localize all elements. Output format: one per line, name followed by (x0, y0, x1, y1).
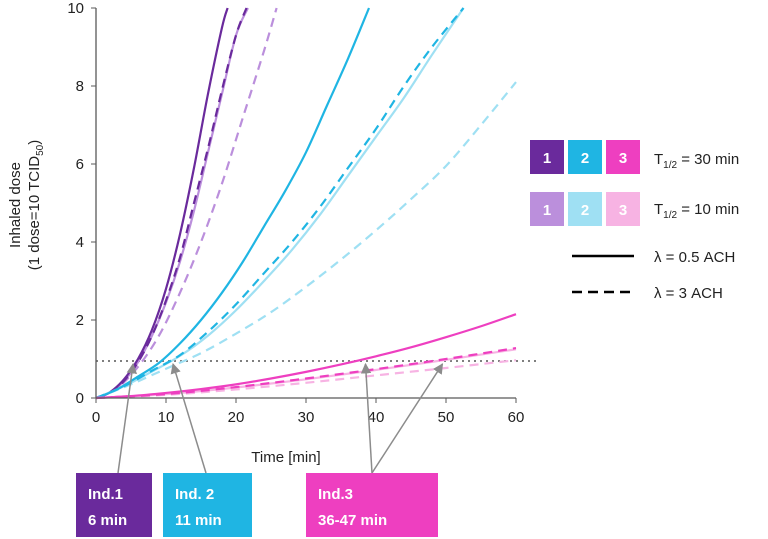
series-line (95, 81, 517, 400)
series-line (95, 359, 517, 400)
x-tick-label: 40 (368, 409, 385, 426)
legend-solid-label: λ = 0.5 ACH (654, 249, 735, 266)
y-axis-title-line2: (1 dose=10 TCID50) (26, 140, 46, 271)
legend-label-t-half-10: T1/2 = 10 min (654, 201, 739, 221)
legend: 1 2 3 T1/2 = 30 min 1 2 3 T1/2 = 10 min λ = … (530, 140, 739, 302)
annotation-arrow (371, 363, 444, 474)
annotation-label-line2: 11 min (175, 512, 222, 529)
annotation-box (306, 473, 438, 537)
annotation-arrow (360, 362, 373, 474)
legend-swatch-dark-label: 3 (619, 150, 627, 167)
legend-swatch-dark-label: 1 (543, 150, 551, 167)
annotation-box (76, 473, 152, 537)
y-tick-label: 4 (76, 234, 84, 251)
legend-row-t-half-10: 1 2 3 (530, 192, 640, 226)
axes (95, 8, 516, 399)
x-tick-label: 20 (228, 409, 245, 426)
x-axis-title: Time [min] (251, 449, 320, 466)
y-axis-title-line1: Inhaled dose (7, 162, 24, 248)
legend-swatch-light-label: 1 (543, 202, 551, 219)
annotation-arrow (170, 362, 207, 474)
legend-label-t-half-30: T1/2 = 30 min (654, 151, 739, 171)
x-tick-label: 60 (508, 409, 525, 426)
series-group (95, 7, 517, 400)
y-tick-label: 8 (76, 78, 84, 95)
annotation-box (163, 473, 252, 537)
annotation-label-line2: 6 min (88, 512, 127, 529)
x-tick-label: 50 (438, 409, 455, 426)
legend-swatch-dark-label: 2 (581, 150, 589, 167)
annotation-label-line2: 36-47 min (318, 512, 387, 529)
annotation-arrow (117, 362, 138, 474)
legend-swatch-light (530, 192, 564, 226)
x-tick-label: 30 (298, 409, 315, 426)
series-line (95, 7, 371, 400)
y-tick-label: 10 (67, 0, 84, 17)
legend-swatch-light (568, 192, 602, 226)
series-line (95, 346, 517, 400)
legend-swatch-light (606, 192, 640, 226)
y-tick-label: 2 (76, 312, 84, 329)
x-tick-label: 10 (158, 409, 175, 426)
y-tick-label: 0 (76, 390, 84, 407)
y-axis-title: Inhaled dose (1 dose=10 TCID50) (7, 140, 46, 271)
y-tick-label: 6 (76, 156, 84, 173)
annotations: Ind.1 6 min Ind. 2 11 min Ind.3 36-47 min (76, 362, 444, 537)
annotation-label-line1: Ind. 2 (175, 486, 214, 503)
series-line (95, 7, 465, 400)
series-line (95, 313, 517, 400)
annotation-label-line1: Ind.1 (88, 486, 123, 503)
series-line (95, 7, 278, 400)
legend-swatch-dark (530, 140, 564, 174)
legend-swatch-light-label: 3 (619, 202, 627, 219)
series-line (95, 348, 517, 400)
x-tick-label: 0 (92, 409, 100, 426)
legend-swatch-light-label: 2 (581, 202, 589, 219)
legend-swatch-dark (568, 140, 602, 174)
legend-dashed-label: λ = 3 ACH (654, 285, 723, 302)
annotation-label-line1: Ind.3 (318, 486, 353, 503)
tick-labels: 0 10 20 30 40 50 60 0 2 4 6 8 10 (67, 0, 524, 426)
legend-swatch-dark (606, 140, 640, 174)
legend-row-t-half-30: 1 2 3 (530, 140, 640, 174)
series-line (95, 7, 229, 400)
